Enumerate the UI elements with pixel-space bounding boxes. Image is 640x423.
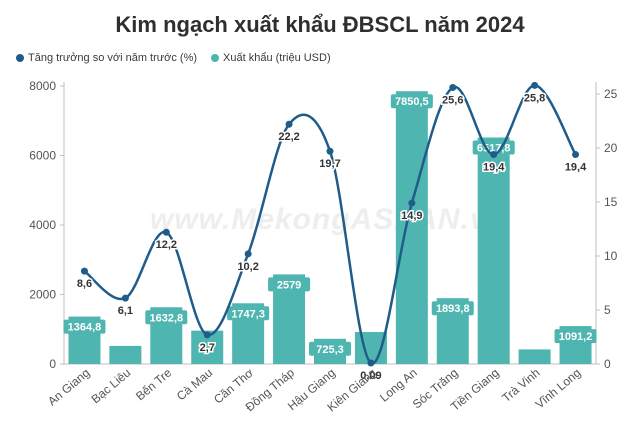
y-left-tick-label: 0 (49, 357, 56, 371)
growth-data-label: 22,2 (278, 131, 299, 143)
bar (395, 91, 428, 364)
bar-label-bg (227, 306, 270, 321)
growth-point (531, 81, 539, 89)
growth-point (326, 147, 334, 155)
x-tick-label: Bạc Liêu (89, 366, 134, 407)
bar-label-bg (390, 94, 433, 109)
legend-swatch-export (211, 54, 220, 62)
growth-data-label: 0,09 (360, 370, 381, 382)
bar-label-bg (145, 310, 188, 325)
bar-label-bg (63, 319, 106, 334)
growth-point (572, 150, 580, 158)
bar-data-label: 2579 (277, 279, 301, 291)
y-left-tick-label: 8000 (29, 79, 56, 93)
bar (109, 345, 142, 364)
bar-data-label: 1747,3 (231, 308, 265, 320)
growth-data-label: 10,2 (237, 261, 258, 273)
y-left-tick-label: 2000 (29, 288, 56, 302)
growth-point (408, 199, 416, 207)
growth-data-label: 14,9 (401, 210, 422, 222)
bar-data-label: 1632,8 (149, 312, 183, 324)
bar-data-label: 1364,8 (68, 322, 102, 334)
bar-label-bg (268, 277, 311, 292)
growth-data-label: 6,1 (118, 305, 133, 317)
bar (518, 349, 551, 364)
y-left-tick-label: 4000 (29, 218, 56, 232)
y-right-tick-label: 15 (604, 195, 618, 209)
legend-swatch-growth (16, 54, 24, 62)
y-right-tick-label: 10 (604, 249, 618, 263)
y-right-tick-label: 25 (604, 87, 618, 101)
bar-data-label: 725,3 (316, 344, 344, 356)
x-tick-label: Bến Tre (133, 365, 174, 403)
legend-item-growth: Tăng trưởng so với năm trước (%) (16, 52, 197, 64)
x-tick-label: Cà Mau (174, 366, 215, 404)
growth-data-label: 25,6 (442, 95, 463, 107)
growth-data-label: 8,6 (77, 278, 92, 290)
y-left-tick-label: 6000 (29, 149, 56, 163)
growth-point (121, 294, 129, 302)
bar-label-bg (554, 329, 597, 344)
bar-label-bg (431, 301, 474, 316)
y-right-tick-label: 5 (604, 303, 611, 317)
bar-data-label: 1893,8 (436, 303, 470, 315)
growth-data-label: 25,8 (524, 92, 545, 104)
y-right-tick-label: 20 (604, 141, 618, 155)
legend-label-growth: Tăng trưởng so với năm trước (%) (28, 52, 198, 64)
growth-point (490, 150, 498, 158)
chart-title: Kim ngạch xuất khẩu ĐBSCL năm 2024 (115, 12, 525, 37)
growth-point (244, 250, 252, 258)
growth-data-label: 2,7 (200, 342, 215, 354)
growth-point (203, 331, 211, 339)
bar-data-label: 1091,2 (559, 331, 593, 343)
growth-data-label: 19,7 (319, 158, 340, 170)
growth-point (80, 267, 88, 275)
bar-data-label: 7850,5 (395, 96, 429, 108)
bar (477, 137, 510, 364)
bar-label-bg (309, 341, 351, 356)
growth-point (367, 359, 375, 367)
legend-label-export: Xuất khẩu (triệu USD) (223, 52, 331, 64)
y-right-tick-label: 0 (604, 357, 611, 371)
x-tick-label: Vĩnh Long (533, 366, 584, 412)
growth-point (285, 120, 293, 128)
growth-data-label: 12,2 (156, 239, 177, 251)
legend-item-export: Xuất khẩu (triệu USD) (211, 52, 331, 64)
growth-data-label: 19,4 (565, 161, 587, 173)
growth-line (83, 84, 577, 365)
x-tick-label: An Giang (45, 366, 92, 409)
legend: Tăng trưởng so với năm trước (%) Xuất kh… (16, 52, 331, 64)
growth-point (449, 84, 457, 92)
growth-data-label: 19,4 (483, 161, 505, 173)
growth-point (162, 228, 170, 236)
